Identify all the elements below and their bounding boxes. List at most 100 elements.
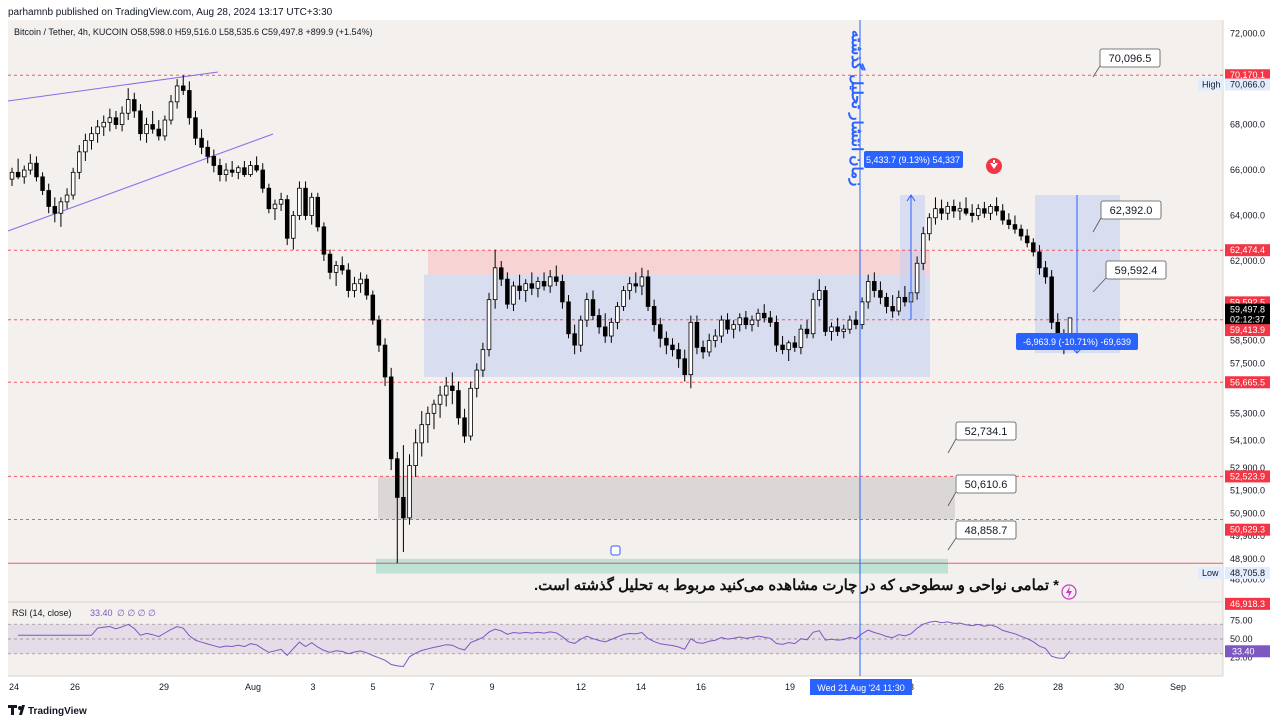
candle-body[interactable]	[505, 278, 510, 305]
candle-body[interactable]	[480, 349, 486, 371]
candle-body[interactable]	[303, 187, 308, 216]
candle-body[interactable]	[719, 319, 724, 337]
callout-box[interactable]	[955, 474, 1017, 494]
candle-body[interactable]	[853, 319, 859, 326]
candle-body[interactable]	[499, 267, 504, 280]
candle-body[interactable]	[749, 319, 755, 326]
candle-body[interactable]	[902, 296, 908, 303]
candle-body[interactable]	[706, 340, 712, 353]
candle-body[interactable]	[914, 262, 920, 294]
candle-body[interactable]	[755, 312, 761, 321]
candle-body[interactable]	[437, 394, 443, 405]
candle-body[interactable]	[920, 233, 926, 264]
candle-body[interactable]	[541, 281, 547, 287]
candle-body[interactable]	[688, 321, 694, 376]
candle-body[interactable]	[596, 315, 602, 328]
support-zone[interactable]	[378, 476, 955, 520]
candle-body[interactable]	[774, 321, 779, 346]
candle-body[interactable]	[333, 265, 339, 273]
candle-body[interactable]	[193, 117, 198, 139]
candle-body[interactable]	[865, 281, 871, 303]
candle-body[interactable]	[737, 317, 742, 326]
candle-body[interactable]	[21, 169, 27, 178]
candle-body[interactable]	[896, 296, 901, 312]
candle-body[interactable]	[963, 208, 969, 214]
candle-body[interactable]	[517, 285, 522, 291]
callout-box[interactable]	[1099, 48, 1161, 68]
candle-body[interactable]	[229, 169, 235, 173]
candle-body[interactable]	[468, 387, 473, 437]
candle-body[interactable]	[113, 117, 119, 125]
candle-body[interactable]	[486, 299, 492, 351]
candle-body[interactable]	[1031, 242, 1036, 253]
candle-body[interactable]	[119, 112, 125, 125]
candle-body[interactable]	[150, 124, 155, 130]
candle-body[interactable]	[615, 306, 620, 323]
candle-body[interactable]	[315, 196, 321, 228]
candle-body[interactable]	[658, 324, 663, 339]
candle-body[interactable]	[77, 151, 82, 173]
candle-body[interactable]	[982, 208, 987, 214]
candle-body[interactable]	[462, 417, 467, 437]
candle-body[interactable]	[132, 99, 137, 112]
candle-body[interactable]	[969, 212, 975, 216]
candle-body[interactable]	[554, 276, 559, 282]
candle-body[interactable]	[260, 169, 265, 189]
candle-body[interactable]	[639, 276, 645, 287]
candle-body[interactable]	[284, 199, 290, 239]
candle-body[interactable]	[823, 290, 828, 332]
drag-handle[interactable]	[610, 545, 621, 556]
candle-body[interactable]	[700, 346, 706, 353]
candle-body[interactable]	[46, 190, 51, 207]
candle-body[interactable]	[187, 90, 192, 119]
resistance-zone[interactable]	[428, 250, 930, 275]
range-zone[interactable]	[424, 274, 930, 377]
candle-body[interactable]	[1049, 276, 1054, 323]
candle-body[interactable]	[321, 226, 327, 255]
candle-body[interactable]	[731, 324, 736, 330]
candle-body[interactable]	[101, 121, 106, 128]
candle-body[interactable]	[1024, 235, 1030, 244]
candle-body[interactable]	[401, 497, 406, 519]
candle-body[interactable]	[211, 156, 217, 166]
candle-body[interactable]	[248, 165, 253, 175]
candle-body[interactable]	[780, 344, 785, 351]
candle-body[interactable]	[162, 119, 168, 137]
candle-body[interactable]	[125, 99, 131, 114]
candle-body[interactable]	[40, 176, 45, 191]
candle-body[interactable]	[664, 337, 669, 346]
candle-body[interactable]	[358, 278, 363, 285]
low-zone[interactable]	[376, 558, 948, 574]
candle-body[interactable]	[272, 203, 278, 210]
candle-body[interactable]	[419, 424, 424, 444]
candle-body[interactable]	[34, 162, 39, 178]
candle-body[interactable]	[841, 328, 846, 332]
candle-body[interactable]	[609, 321, 614, 337]
candle-body[interactable]	[676, 349, 681, 360]
candle-body[interactable]	[144, 124, 149, 135]
candle-body[interactable]	[725, 319, 730, 330]
candle-body[interactable]	[1037, 251, 1042, 269]
candle-body[interactable]	[217, 165, 223, 175]
candle-body[interactable]	[786, 342, 791, 351]
candle-body[interactable]	[28, 162, 33, 171]
candle-body[interactable]	[572, 333, 577, 346]
candle-body[interactable]	[431, 403, 437, 414]
candle-body[interactable]	[829, 326, 834, 332]
candle-body[interactable]	[168, 101, 174, 121]
candle-body[interactable]	[645, 276, 651, 307]
candle-body[interactable]	[223, 169, 229, 175]
candle-body[interactable]	[847, 319, 853, 330]
candle-body[interactable]	[376, 319, 382, 346]
candle-body[interactable]	[590, 299, 596, 316]
candle-body[interactable]	[694, 321, 700, 348]
candle-body[interactable]	[633, 283, 639, 287]
candle-body[interactable]	[1043, 267, 1048, 278]
candle-body[interactable]	[743, 317, 749, 326]
candle-body[interactable]	[957, 208, 963, 212]
candle-body[interactable]	[70, 171, 76, 196]
candle-body[interactable]	[370, 294, 376, 321]
candle-body[interactable]	[205, 146, 210, 157]
candle-body[interactable]	[933, 208, 938, 219]
candle-body[interactable]	[297, 187, 302, 216]
